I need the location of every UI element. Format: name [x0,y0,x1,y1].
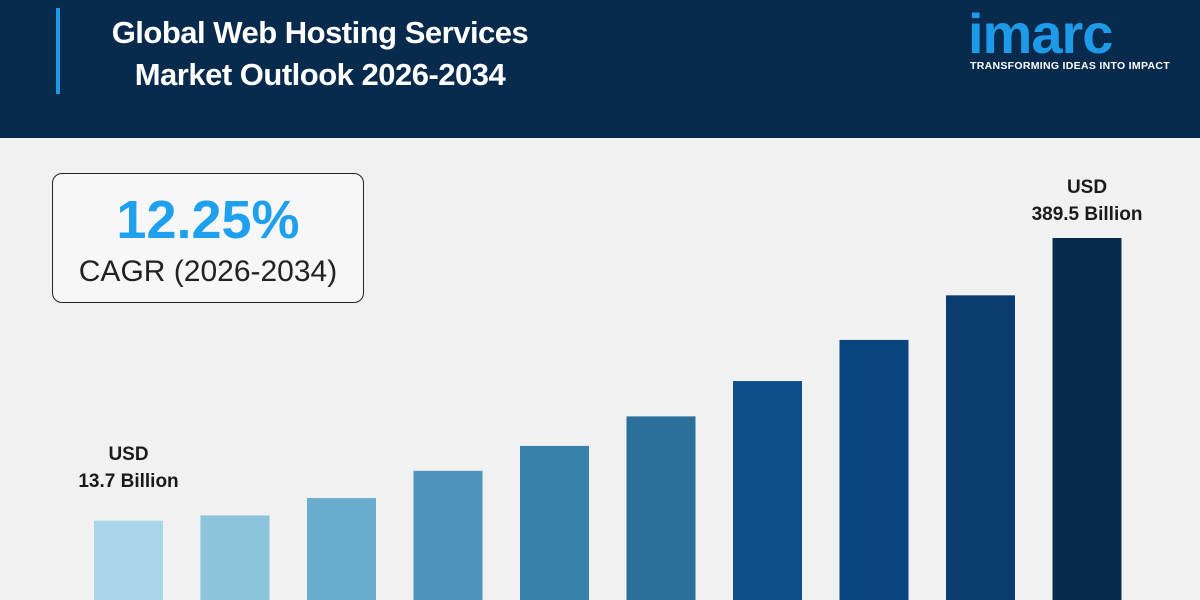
bar-4 [413,470,483,600]
first-bar-annotation: USD 13.7 Billion [49,441,209,495]
cagr-label: CAGR (2026-2034) [78,255,338,288]
imarc-logo: imarc TRANSFORMING IDEAS INTO IMPACT [966,2,1186,78]
bar-6 [626,416,696,600]
logo-tagline: TRANSFORMING IDEAS INTO IMPACT [970,60,1170,72]
bar-5 [520,445,589,600]
first-bar-amount: 13.7 Billion [78,470,179,492]
bar-10 [1052,238,1122,600]
cagr-box: 12.25% CAGR (2026-2034) [52,173,364,303]
first-bar-currency: USD [108,443,149,465]
cagr-value: 12.25% [116,190,300,250]
title-line-2: Market Outlook 2026-2034 [134,57,506,92]
bar-9 [946,295,1015,600]
header-banner: Global Web Hosting Services Market Outlo… [0,0,1200,138]
last-bar-amount: 389.5 Billion [1031,204,1143,225]
last-bar-annotation: USD 389.5 Billion [1007,174,1167,228]
bar-2 [200,515,270,600]
page-title: Global Web Hosting Services Market Outlo… [70,12,570,96]
bar-8 [839,339,909,600]
bar-1 [94,520,163,600]
bar-3 [307,498,376,600]
bar-7 [733,381,802,600]
title-line-1: Global Web Hosting Services [111,15,529,50]
logo-wordmark: imarc [968,2,1113,65]
last-bar-currency: USD [1066,177,1108,198]
title-accent-bar [56,8,60,94]
